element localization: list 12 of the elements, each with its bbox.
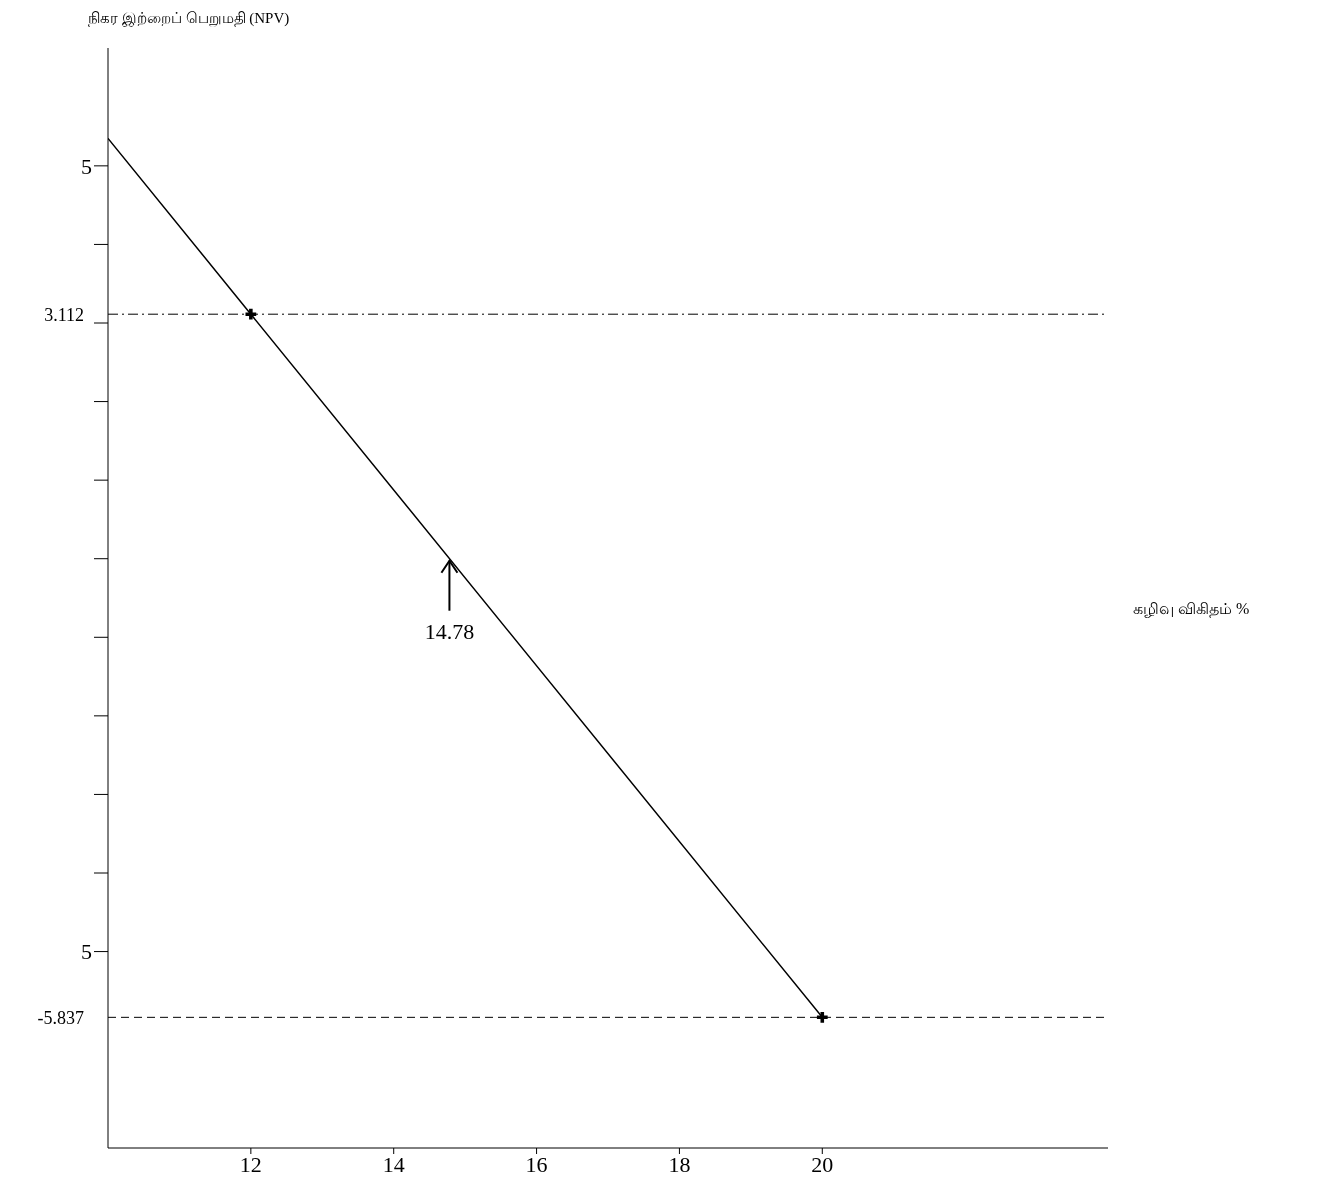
x-tick-label: 20 — [811, 1151, 834, 1177]
x-tick-label: 12 — [239, 1151, 262, 1177]
x-tick-label: 14 — [382, 1151, 405, 1177]
y-axis-title: நிகர இற்றைப் பெறுமதி (NPV) — [88, 10, 290, 29]
x-axis-title: கழிவு விகிதம் % — [1133, 600, 1250, 620]
ref-line-label: 3.112 — [44, 304, 84, 325]
ref-line-label: -5.837 — [37, 1007, 84, 1028]
x-tick-label: 16 — [525, 1151, 548, 1177]
annotation: 14.78 — [424, 618, 475, 644]
y-tick-label: 5 — [81, 939, 92, 965]
y-tick-label: 5 — [81, 153, 92, 179]
x-tick-label: 18 — [668, 1151, 691, 1177]
